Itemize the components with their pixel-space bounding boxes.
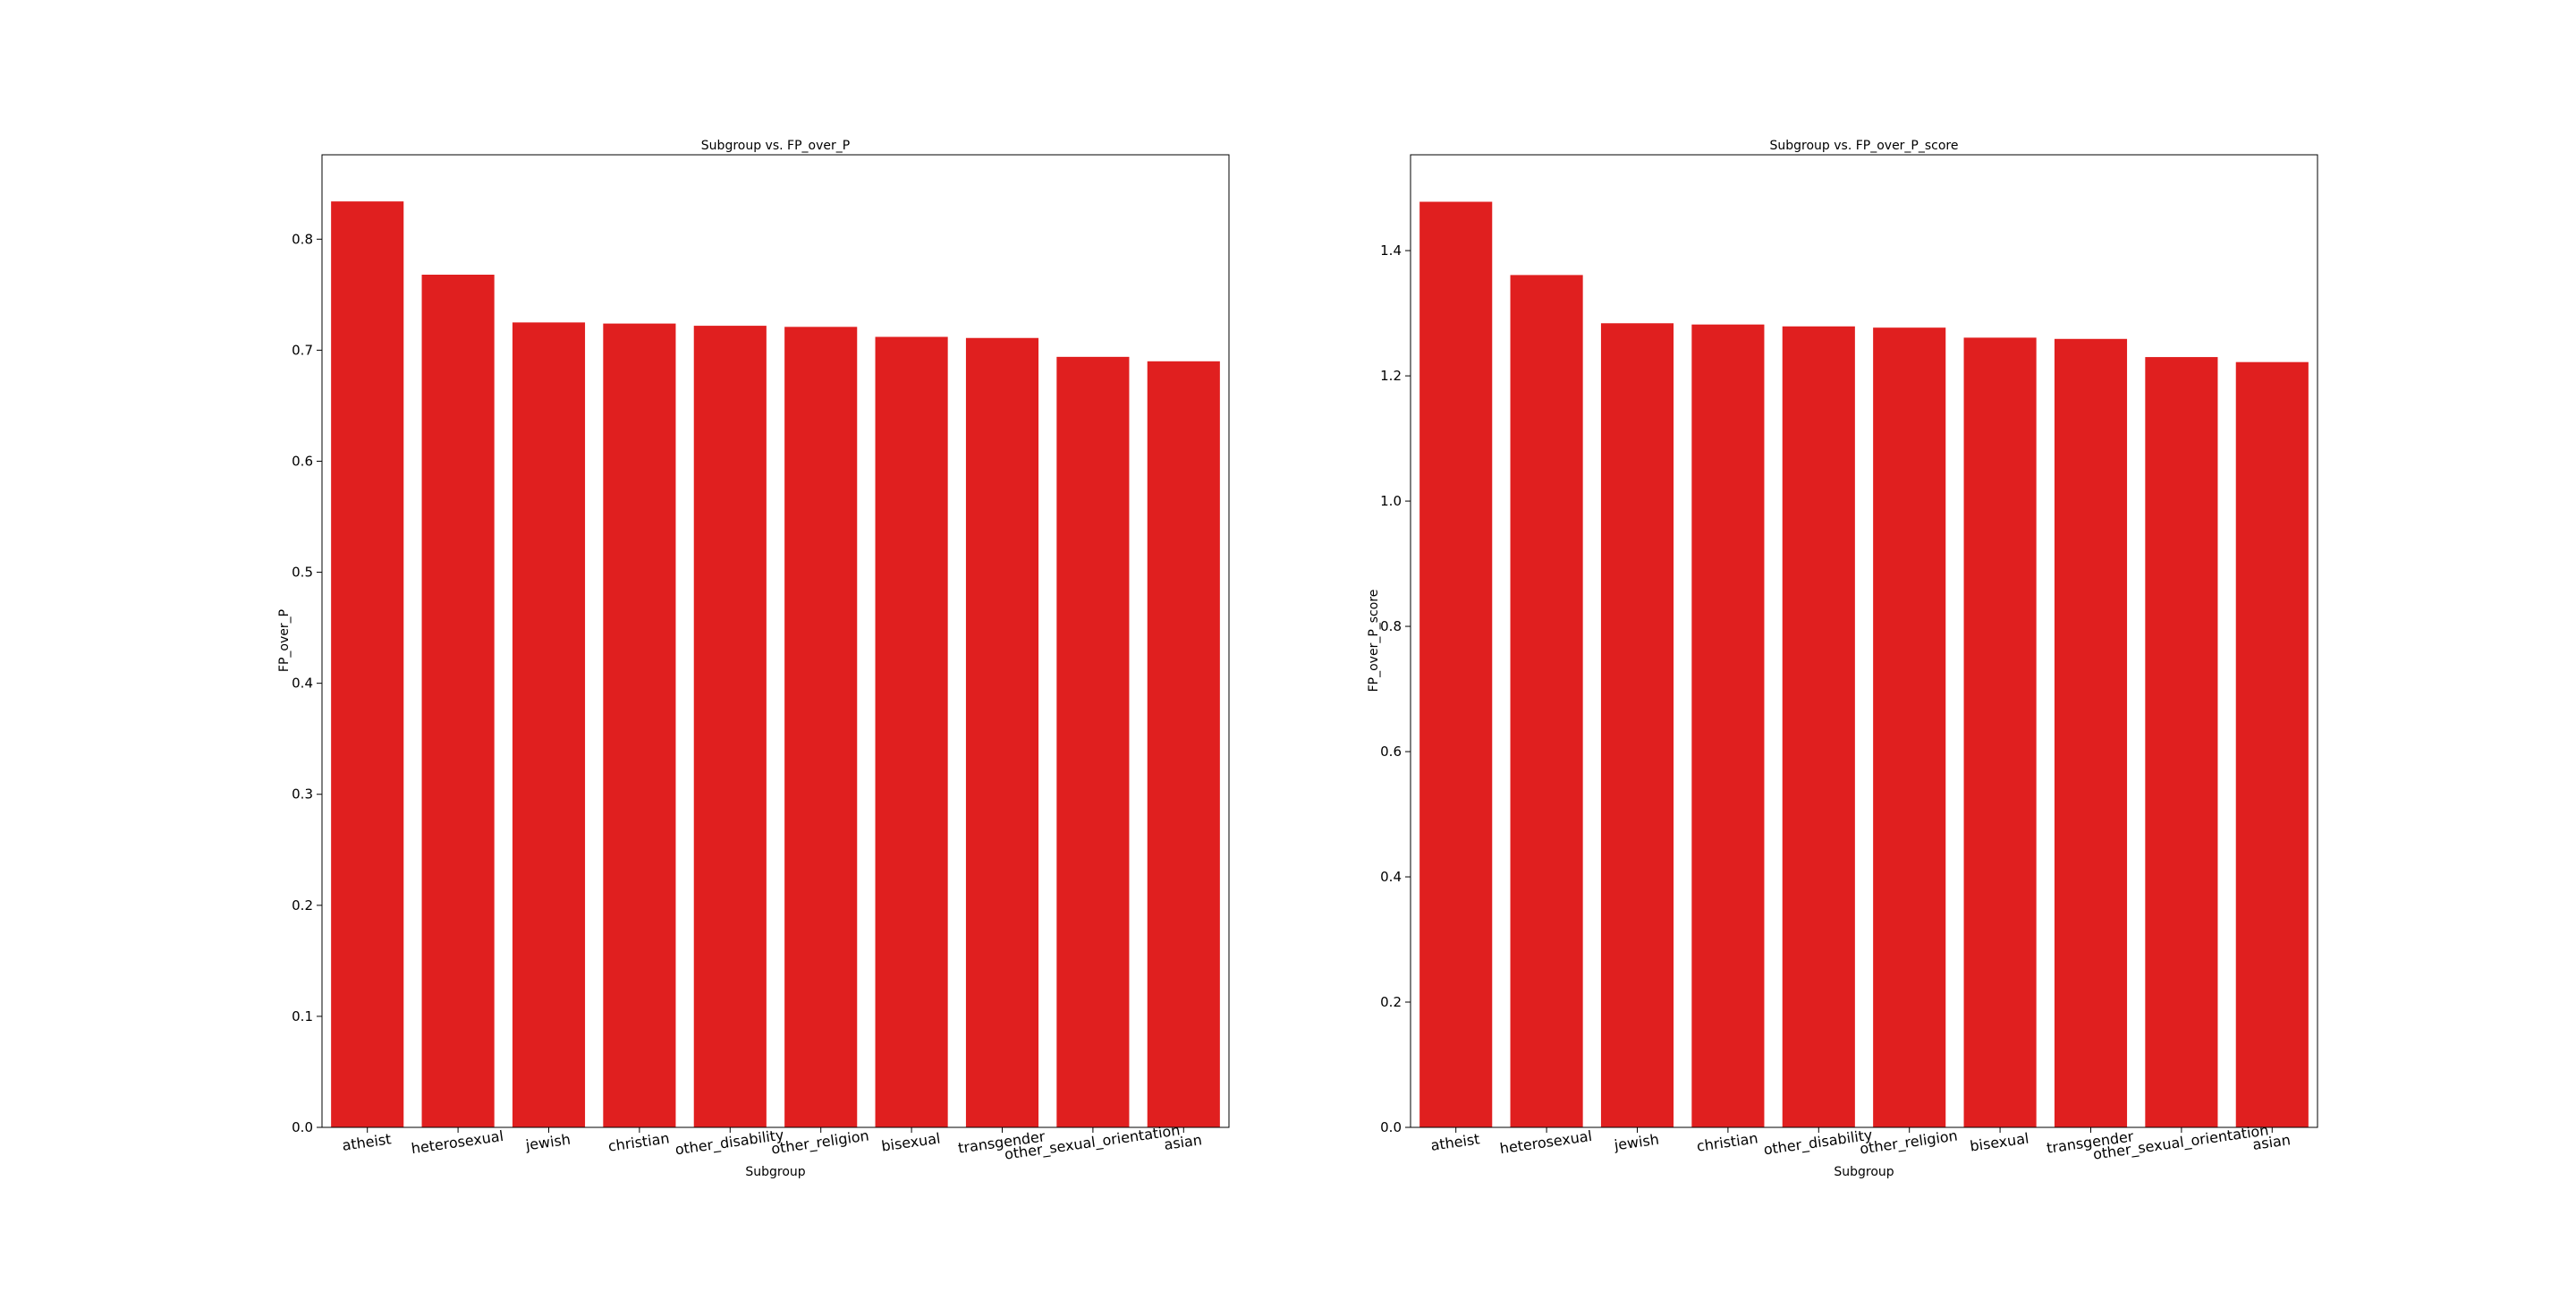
bar-heterosexual <box>421 275 495 1127</box>
x-tick-label-atheist: atheist <box>1429 1130 1480 1153</box>
y-tick-label: 1.4 <box>1380 242 1402 259</box>
bar-other-religion <box>784 327 858 1128</box>
chart-title: Subgroup vs. FP_over_P_score <box>1769 139 1958 153</box>
y-axis-ticks: 0.0 0.1 0.2 0.3 0.4 0.5 0.6 0.7 0.8 <box>292 231 322 1135</box>
bar-jewish <box>1600 323 1674 1127</box>
y-tick-label: 0.0 <box>1380 1119 1402 1135</box>
bar-other-sexual-orientation <box>2145 357 2218 1128</box>
y-tick-label: 1.2 <box>1380 368 1402 384</box>
x-tick-label-other-disability: other_disability <box>1763 1126 1874 1160</box>
x-tick-label-christian: christian <box>1696 1129 1759 1154</box>
x-tick-label-atheist: atheist <box>341 1130 392 1153</box>
y-tick-label: 0.2 <box>1380 994 1402 1010</box>
bar-other-sexual-orientation <box>1056 356 1130 1128</box>
x-tick-label-heterosexual: heterosexual <box>1499 1127 1594 1157</box>
bar-group <box>331 201 1220 1128</box>
y-tick-label: 0.2 <box>292 897 313 914</box>
x-axis-label: Subgroup <box>1834 1165 1894 1179</box>
bar-group <box>1419 201 2309 1128</box>
y-tick-label: 0.5 <box>292 565 313 581</box>
bar-other-disability <box>1782 326 1855 1127</box>
bar-asian <box>2235 361 2309 1127</box>
bar-heterosexual <box>1510 275 1583 1127</box>
y-axis-label: FP_over_P_score <box>1367 590 1381 693</box>
y-tick-label: 0.6 <box>292 453 313 469</box>
y-tick-label: 1.0 <box>1380 493 1402 509</box>
y-tick-label: 0.4 <box>292 676 313 692</box>
bar-christian <box>1691 324 1765 1127</box>
x-tick-label-bisexual: bisexual <box>880 1130 941 1155</box>
bar-asian <box>1147 361 1220 1127</box>
y-tick-label: 0.7 <box>292 342 313 358</box>
bar-bisexual <box>1963 337 2037 1127</box>
y-axis-label: FP_over_P <box>277 609 292 672</box>
bar-christian <box>603 323 676 1127</box>
x-tick-label-other-disability: other_disability <box>674 1126 785 1160</box>
y-tick-label: 0.6 <box>1380 744 1402 760</box>
x-axis-label: Subgroup <box>745 1165 805 1179</box>
x-tick-label-other-religion: other_religion <box>770 1126 870 1158</box>
plot-frame <box>321 154 1230 1128</box>
plot-frame <box>1410 154 2318 1128</box>
y-tick-label: 0.0 <box>292 1119 313 1135</box>
y-tick-label: 0.4 <box>1380 869 1402 885</box>
bar-jewish <box>512 322 586 1127</box>
y-tick-label: 0.1 <box>292 1008 313 1024</box>
x-tick-label-other-religion: other_religion <box>1859 1126 1959 1158</box>
bar-transgender <box>965 337 1039 1127</box>
y-axis-ticks: 0.0 0.2 0.4 0.6 0.8 1.0 1.2 1.4 <box>1380 242 1411 1135</box>
chart-title: Subgroup vs. FP_over_P <box>701 139 850 153</box>
x-tick-label-bisexual: bisexual <box>1969 1130 2029 1155</box>
chart-fp-over-p-score: 0.0 0.2 0.4 0.6 0.8 1.0 1.2 1.4 atheist heterose… <box>1367 139 2318 1179</box>
bar-bisexual <box>875 336 948 1127</box>
x-tick-label-jewish: jewish <box>524 1131 572 1154</box>
x-tick-label-christian: christian <box>607 1129 671 1154</box>
chart-fp-over-p: 0.0 0.1 0.2 0.3 0.4 0.5 0.6 0.7 0.8 atheist heter… <box>277 139 1230 1179</box>
y-tick-label: 0.3 <box>292 786 313 803</box>
bar-atheist <box>1419 201 1493 1127</box>
bar-atheist <box>331 201 404 1127</box>
x-tick-label-jewish: jewish <box>1613 1131 1660 1154</box>
bar-other-disability <box>693 326 767 1128</box>
bar-other-religion <box>1873 327 1946 1127</box>
y-tick-label: 0.8 <box>292 231 313 247</box>
bar-transgender <box>2054 338 2128 1127</box>
y-tick-label: 0.8 <box>1380 618 1402 634</box>
x-tick-label-heterosexual: heterosexual <box>411 1127 505 1157</box>
